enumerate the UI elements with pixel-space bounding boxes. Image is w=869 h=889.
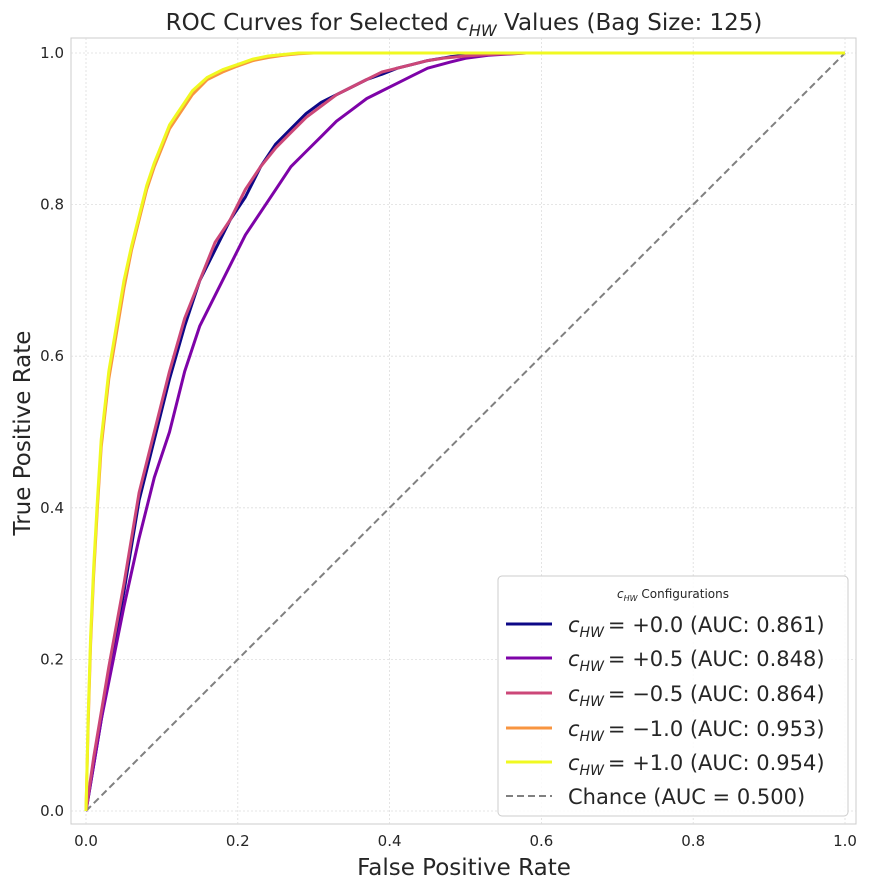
legend-title-subscript: HW: [624, 594, 639, 603]
legend-subscript: HW: [580, 694, 606, 710]
legend-symbol: c: [568, 647, 580, 671]
legend-value: = −1.0 (AUC: 0.953): [608, 717, 825, 741]
legend-symbol: c: [568, 682, 580, 706]
y-tick-label: 0.8: [40, 196, 64, 214]
y-tick-label: 0.6: [40, 347, 64, 365]
y-tick-label: 0.4: [40, 499, 64, 517]
title-symbol: c: [456, 10, 469, 36]
x-axis-label: False Positive Rate: [357, 855, 571, 881]
x-tick-label: 0.2: [226, 832, 250, 850]
legend-title-suffix: Configurations: [638, 587, 729, 601]
y-tick-label: 1.0: [40, 44, 64, 62]
chart-title: ROC Curves for Selected cHW Values (Bag …: [166, 10, 763, 40]
x-tick-label: 0.4: [378, 832, 402, 850]
legend-symbol: c: [568, 717, 580, 741]
legend-value: = +0.0 (AUC: 0.861): [608, 613, 825, 637]
legend: cHW Configurations cHW = +0.0 (AUC: 0.861…: [498, 576, 848, 816]
legend-subscript: HW: [580, 625, 606, 641]
legend-entry-label: Chance (AUC = 0.500): [568, 785, 805, 809]
legend-value: = +1.0 (AUC: 0.954): [608, 751, 825, 775]
title-suffix: Values (Bag Size: 125): [497, 10, 763, 36]
y-axis-label: True Positive Rate: [10, 331, 36, 537]
x-tick-label: 1.0: [833, 832, 857, 850]
x-tick-label: 0.8: [681, 832, 705, 850]
legend-symbol: c: [568, 751, 580, 775]
legend-subscript: HW: [580, 659, 606, 675]
roc-chart: 0.0 0.2 0.4 0.6 0.8 1.0 0.0 0.2 0.4 0.6 …: [0, 0, 869, 889]
legend-subscript: HW: [580, 729, 606, 745]
legend-subscript: HW: [580, 763, 606, 779]
x-tick-label: 0.0: [74, 832, 98, 850]
title-prefix: ROC Curves for Selected: [166, 10, 457, 36]
title-subscript: HW: [469, 21, 498, 40]
legend-value: = +0.5 (AUC: 0.848): [608, 647, 825, 671]
y-tick-label: 0.2: [40, 650, 64, 668]
legend-symbol: c: [568, 613, 580, 637]
y-tick-label: 0.0: [40, 802, 64, 820]
legend-value: = −0.5 (AUC: 0.864): [608, 682, 825, 706]
x-tick-label: 0.6: [529, 832, 553, 850]
